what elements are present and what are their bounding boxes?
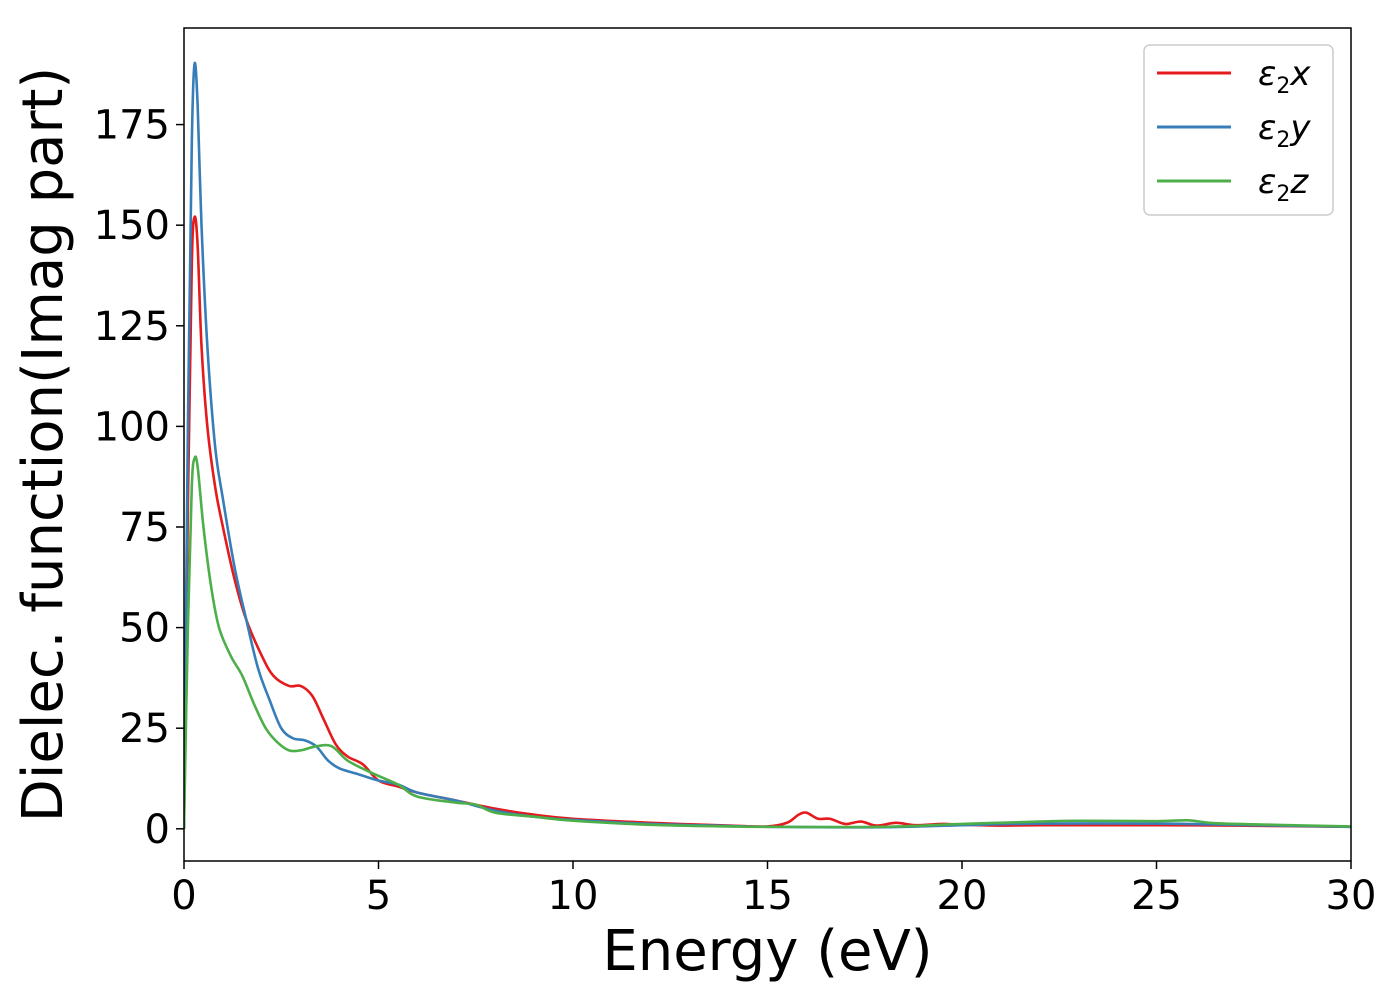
y-tick-label: 50 [119,606,170,652]
x-tick-label: 10 [548,873,599,919]
y-tick-label: 125 [94,304,170,350]
y-axis-ticks: 0 25 50 75 100 125 150 175 [94,103,184,853]
y-tick-label: 175 [94,103,170,149]
legend-label-x: ε2x [1258,54,1311,99]
y-tick-label: 100 [94,404,170,450]
legend-label-y: ε2y [1258,108,1311,153]
series-line-x [184,215,1351,829]
x-tick-label: 5 [366,873,391,919]
x-axis-label: Energy (eV) [602,919,932,984]
y-tick-label: 0 [145,807,170,853]
y-tick-label: 25 [119,706,170,752]
x-tick-label: 20 [937,873,988,919]
y-tick-label: 150 [94,203,170,249]
legend-box [1143,44,1334,216]
x-tick-label: 0 [171,873,196,919]
legend-label-z: ε2z [1258,162,1309,207]
series-layer [184,61,1351,829]
legend: ε2x ε2y ε2z [1143,44,1334,216]
x-tick-label: 25 [1131,873,1182,919]
y-tick-label: 75 [119,505,170,551]
series-line-z [184,455,1351,829]
x-tick-label: 15 [742,873,793,919]
y-axis-label: Dielec. function(Imag part) [11,67,76,823]
x-tick-label: 30 [1326,873,1377,919]
x-axis-ticks: 0 5 10 15 20 25 30 [171,861,1376,919]
